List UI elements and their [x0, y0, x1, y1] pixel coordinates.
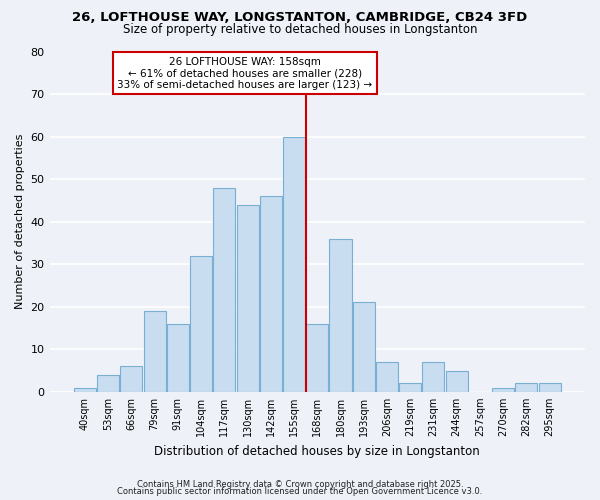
Bar — [353, 302, 375, 392]
Bar — [97, 375, 119, 392]
Bar — [446, 370, 468, 392]
Bar — [74, 388, 96, 392]
Bar — [236, 204, 259, 392]
Bar — [539, 384, 560, 392]
Bar — [376, 362, 398, 392]
Bar — [167, 324, 189, 392]
Y-axis label: Number of detached properties: Number of detached properties — [15, 134, 25, 310]
Bar — [190, 256, 212, 392]
Bar — [329, 238, 352, 392]
Bar — [283, 136, 305, 392]
Bar — [492, 388, 514, 392]
Bar — [422, 362, 445, 392]
Text: 26 LOFTHOUSE WAY: 158sqm
← 61% of detached houses are smaller (228)
33% of semi-: 26 LOFTHOUSE WAY: 158sqm ← 61% of detach… — [118, 56, 373, 90]
Bar — [213, 188, 235, 392]
Text: Contains public sector information licensed under the Open Government Licence v3: Contains public sector information licen… — [118, 487, 482, 496]
Bar — [143, 311, 166, 392]
Bar — [306, 324, 328, 392]
Text: 26, LOFTHOUSE WAY, LONGSTANTON, CAMBRIDGE, CB24 3FD: 26, LOFTHOUSE WAY, LONGSTANTON, CAMBRIDG… — [73, 11, 527, 24]
Bar — [121, 366, 142, 392]
Text: Size of property relative to detached houses in Longstanton: Size of property relative to detached ho… — [123, 23, 477, 36]
Bar — [515, 384, 538, 392]
Bar — [260, 196, 282, 392]
Text: Contains HM Land Registry data © Crown copyright and database right 2025.: Contains HM Land Registry data © Crown c… — [137, 480, 463, 489]
X-axis label: Distribution of detached houses by size in Longstanton: Distribution of detached houses by size … — [154, 444, 480, 458]
Bar — [399, 384, 421, 392]
